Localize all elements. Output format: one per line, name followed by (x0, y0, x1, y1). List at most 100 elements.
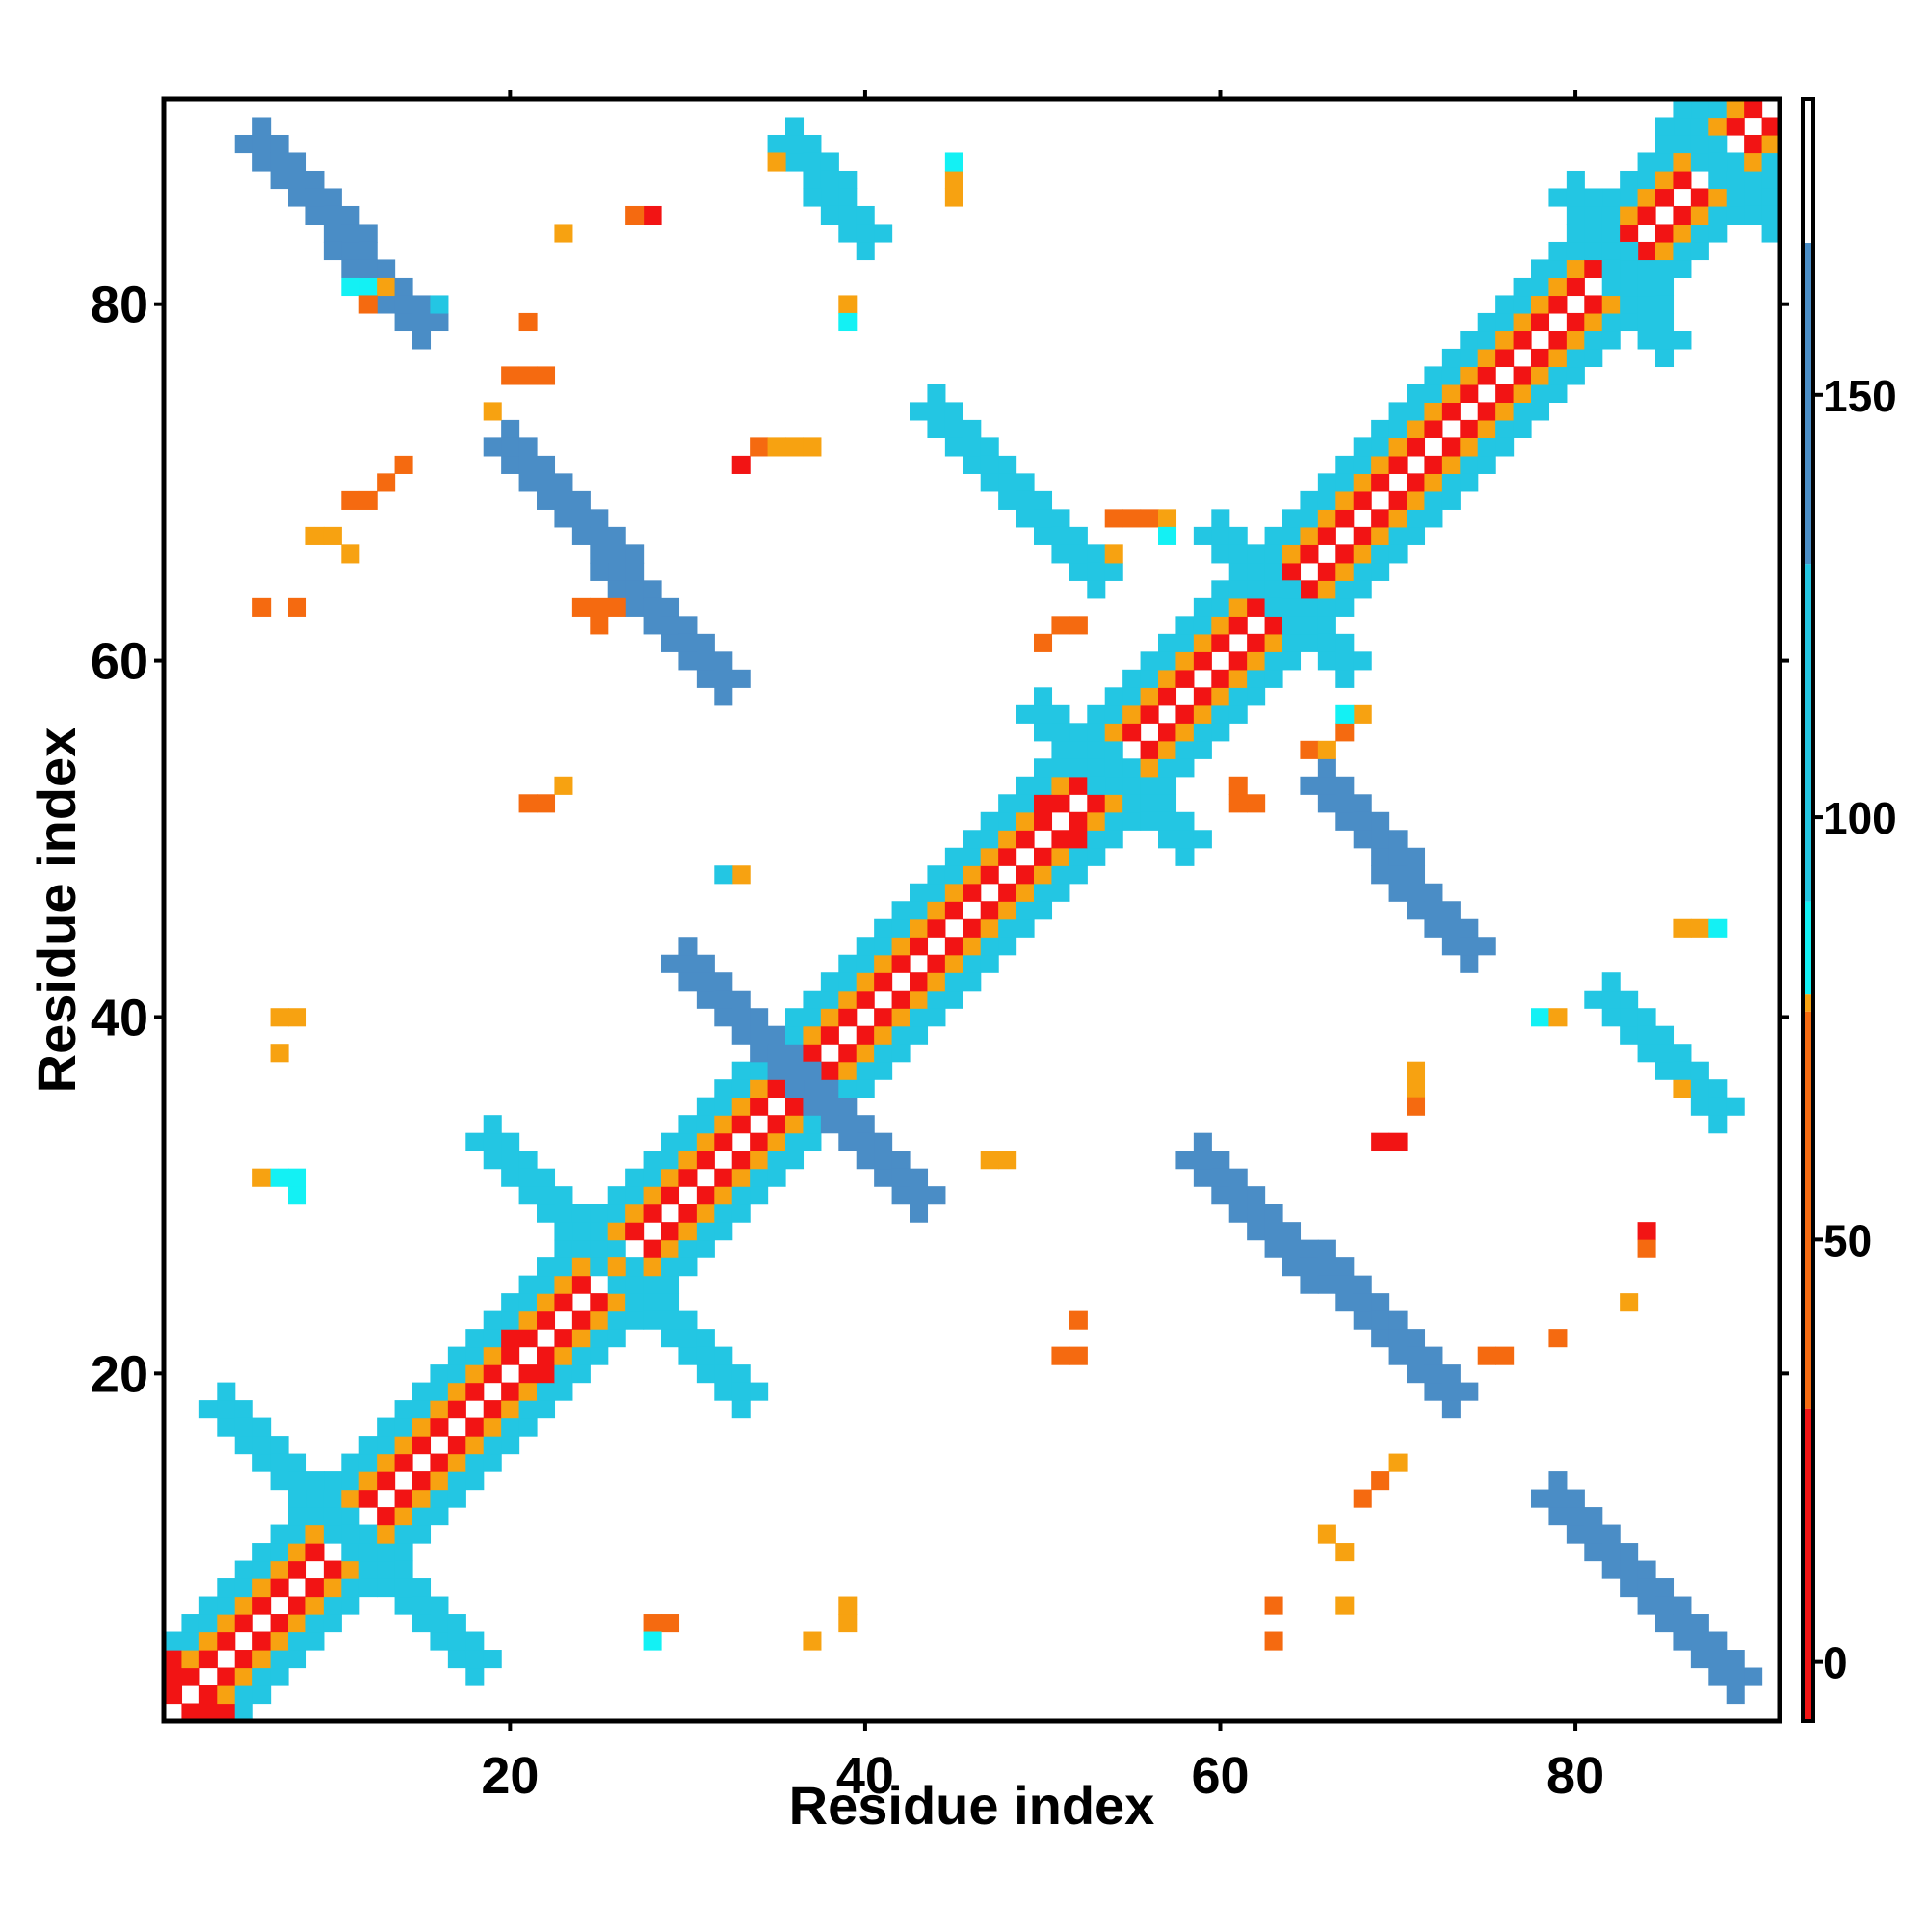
heatmap-cell-dark-orange (750, 437, 769, 457)
heatmap-cell-orange (198, 1631, 218, 1651)
heatmap-cell-red (678, 1204, 698, 1223)
heatmap-cell-light-blue (838, 954, 858, 973)
heatmap-cell-light-blue (590, 1346, 609, 1365)
heatmap-cell-light-blue (678, 1329, 698, 1348)
x-axis-label: Residue index (789, 1775, 1155, 1836)
heatmap-cell-red (198, 1685, 218, 1705)
heatmap-cell-steel-blue (323, 241, 342, 261)
heatmap-cell-orange (731, 1168, 751, 1187)
heatmap-cell-light-blue (537, 1186, 556, 1205)
heatmap-cell-light-blue (998, 918, 1017, 938)
heatmap-cell-red (430, 1453, 449, 1472)
heatmap-cell-light-blue (181, 1614, 200, 1633)
heatmap-cell-orange (643, 1186, 662, 1205)
heatmap-cell-light-blue (607, 1239, 626, 1258)
colorbar-tick-label-0: 0 (1823, 1638, 1848, 1688)
heatmap-cell-orange (1548, 348, 1568, 368)
heatmap-cell-cyan (341, 277, 360, 297)
heatmap-cell-orange (1566, 331, 1585, 350)
heatmap-cell-steel-blue (1388, 1310, 1408, 1330)
heatmap-cell-orange (661, 1239, 680, 1258)
heatmap-cell-red (323, 1560, 342, 1579)
heatmap-cell-dark-orange (1228, 794, 1248, 813)
heatmap-cell-steel-blue (1407, 1346, 1426, 1365)
heatmap-cell-light-blue (323, 1614, 342, 1633)
heatmap-cell-orange (696, 1204, 715, 1223)
heatmap-cell-light-blue (1175, 847, 1195, 866)
heatmap-cell-light-blue (270, 1453, 289, 1472)
heatmap-cell-red (785, 1097, 805, 1116)
heatmap-cell-steel-blue (1282, 1257, 1302, 1277)
heatmap-cell-light-blue (1371, 419, 1390, 438)
heatmap-cell-orange (1158, 509, 1177, 528)
heatmap-cell-light-blue (358, 1436, 378, 1455)
heatmap-cell-light-blue (1193, 723, 1212, 742)
heatmap-cell-orange (1193, 633, 1212, 652)
heatmap-cell-steel-blue (1424, 883, 1443, 902)
heatmap-cell-light-blue (1690, 152, 1709, 172)
heatmap-cell-light-blue (465, 1132, 485, 1151)
heatmap-cell-light-blue (447, 1346, 466, 1365)
heatmap-cell-light-blue (767, 1151, 786, 1170)
heatmap-cell-red (643, 1239, 662, 1258)
heatmap-cell-dark-orange (1300, 740, 1319, 759)
heatmap-cell-orange (998, 830, 1017, 849)
heatmap-cell-orange (1655, 170, 1675, 190)
heatmap-cell-light-blue (1655, 312, 1675, 332)
heatmap-cell-light-blue (1104, 758, 1123, 778)
heatmap-cell-light-blue (1761, 170, 1781, 190)
heatmap-cell-light-blue (323, 1524, 342, 1544)
heatmap-cell-light-blue (1566, 348, 1585, 368)
heatmap-cell-light-blue (944, 972, 964, 992)
heatmap-cell-light-blue (1353, 651, 1372, 671)
heatmap-cell-light-blue (1584, 990, 1603, 1009)
heatmap-cell-light-blue (1228, 704, 1248, 724)
heatmap-cell-light-blue (1317, 597, 1336, 617)
heatmap-cell-red (803, 1044, 822, 1063)
heatmap-cell-red (412, 1471, 432, 1491)
heatmap-cell-red (465, 1382, 485, 1401)
axis-ticks: 20 40 60 80 20 40 60 80 (91, 90, 1789, 1805)
heatmap-cell-steel-blue (714, 651, 733, 671)
heatmap-cell-light-blue (944, 437, 964, 457)
heatmap-cell-dark-orange (1228, 776, 1248, 795)
heatmap-cell-light-blue (820, 152, 839, 172)
heatmap-cell-light-blue (1690, 117, 1709, 136)
heatmap-cell-red (1407, 437, 1426, 457)
heatmap-cell-steel-blue (1335, 794, 1355, 813)
heatmap-cell-light-blue (1477, 312, 1496, 332)
heatmap-cell-orange (731, 865, 751, 885)
heatmap-cell-light-blue (252, 1667, 272, 1686)
heatmap-cell-steel-blue (856, 1132, 875, 1151)
heatmap-cell-light-blue (554, 1382, 573, 1401)
heatmap-cell-light-blue (1566, 205, 1585, 225)
heatmap-cell-red (1051, 794, 1070, 813)
heatmap-cell-light-blue (1690, 134, 1709, 154)
heatmap-cell-steel-blue (1211, 1186, 1230, 1205)
heatmap-cell-red (1034, 811, 1053, 831)
heatmap-cell-red (1690, 188, 1709, 207)
heatmap-cell-orange (1407, 419, 1426, 438)
heatmap-cell-steel-blue (678, 633, 698, 652)
heatmap-cell-orange (270, 1044, 289, 1063)
heatmap-cell-orange (1761, 134, 1781, 154)
heatmap-cell-light-blue (1122, 811, 1142, 831)
heatmap-cell-light-blue (696, 1222, 715, 1241)
heatmap-cell-light-blue (252, 1543, 272, 1562)
heatmap-cell-orange (1228, 669, 1248, 688)
heatmap-cell-light-blue (305, 1489, 325, 1508)
heatmap-cell-light-blue (483, 1329, 502, 1348)
heatmap-cell-red (696, 1151, 715, 1170)
heatmap-cell-orange (217, 1685, 236, 1705)
colorbar-band-5 (1803, 243, 1813, 565)
heatmap-cell-light-blue (1495, 419, 1515, 438)
heatmap-cell-light-blue (1726, 188, 1745, 207)
heatmap-cell-light-blue (1566, 188, 1585, 207)
heatmap-cell-orange (1247, 651, 1266, 671)
heatmap-cell-steel-blue (1407, 901, 1426, 920)
heatmap-cell-orange (1744, 152, 1763, 172)
heatmap-cell-light-blue (1637, 1008, 1656, 1027)
heatmap-cell-orange (252, 1168, 272, 1187)
heatmap-cell-light-blue (714, 1364, 733, 1384)
heatmap-cell-red (1034, 794, 1053, 813)
